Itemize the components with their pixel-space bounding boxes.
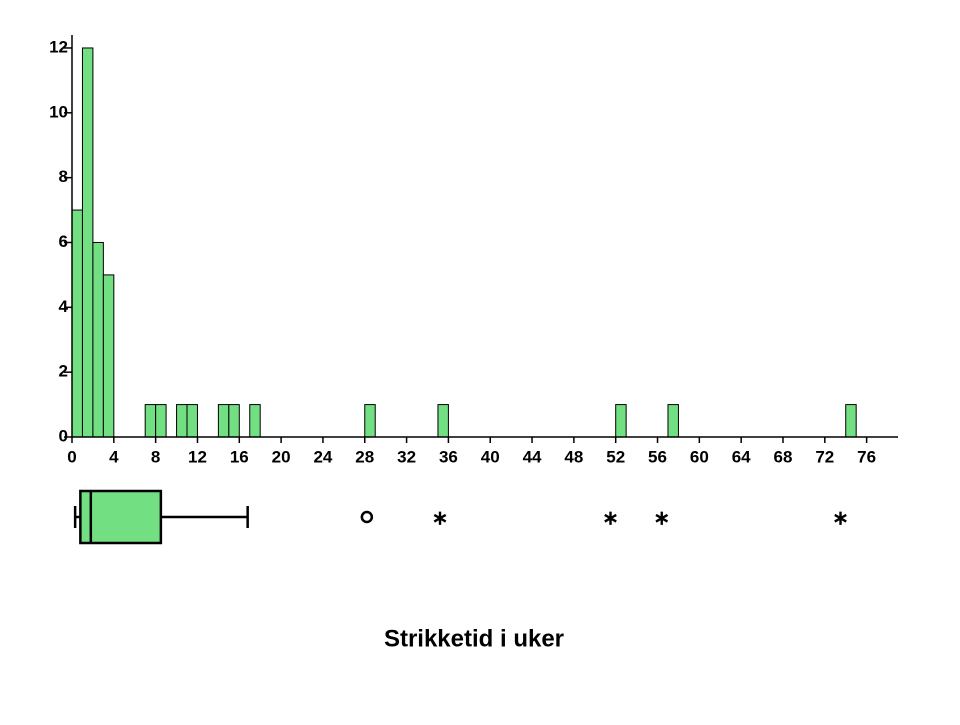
bar: [615, 404, 627, 438]
x-tick-label: 52: [606, 447, 625, 466]
x-axis-label: Strikketid i uker: [384, 625, 564, 652]
x-tick-label: 28: [355, 447, 374, 466]
x-tick-label: 40: [481, 447, 500, 466]
extreme: ∗: [432, 507, 449, 529]
y-tick-label: 0: [59, 426, 68, 445]
bar: [437, 404, 449, 438]
y-tick-label: 6: [59, 232, 68, 251]
bar: [228, 404, 240, 438]
extreme: ∗: [602, 507, 619, 529]
y-tick-label: 2: [59, 362, 68, 381]
x-tick-label: 0: [67, 447, 76, 466]
bar: [186, 404, 198, 438]
x-tick-label: 24: [313, 447, 332, 466]
extreme: ∗: [653, 507, 670, 529]
outlier: [360, 510, 374, 524]
x-tick-label: 36: [439, 447, 458, 466]
bar: [249, 404, 261, 438]
bar: [144, 404, 157, 438]
y-tick-label: 4: [59, 297, 69, 316]
x-tick-label: 68: [774, 447, 793, 466]
y-tick-label: 8: [59, 167, 68, 186]
x-tick-label: 76: [857, 447, 876, 466]
bar: [155, 404, 167, 438]
bar: [364, 404, 376, 438]
bar: [845, 404, 857, 438]
x-tick-label: 44: [523, 447, 542, 466]
x-tick-label: 16: [230, 447, 249, 466]
x-tick-label: 20: [272, 447, 291, 466]
x-tick-label: 56: [648, 447, 667, 466]
y-tick-label: 12: [49, 37, 68, 56]
y-tick-label: 10: [49, 102, 68, 121]
box: [79, 489, 163, 545]
x-tick-label: 12: [188, 447, 207, 466]
bar: [217, 404, 230, 438]
bar: [667, 404, 679, 438]
x-tick-label: 48: [564, 447, 583, 466]
x-tick-label: 60: [690, 447, 709, 466]
bar: [92, 241, 104, 438]
x-tick-label: 64: [732, 447, 751, 466]
x-tick-label: 8: [151, 447, 160, 466]
x-tick-label: 72: [815, 447, 834, 466]
bar: [71, 209, 83, 438]
bar: [102, 274, 115, 438]
extreme: ∗: [832, 507, 849, 529]
x-tick-label: 32: [397, 447, 416, 466]
bar: [176, 404, 188, 438]
bar: [81, 47, 94, 438]
x-tick-label: 4: [109, 447, 119, 466]
